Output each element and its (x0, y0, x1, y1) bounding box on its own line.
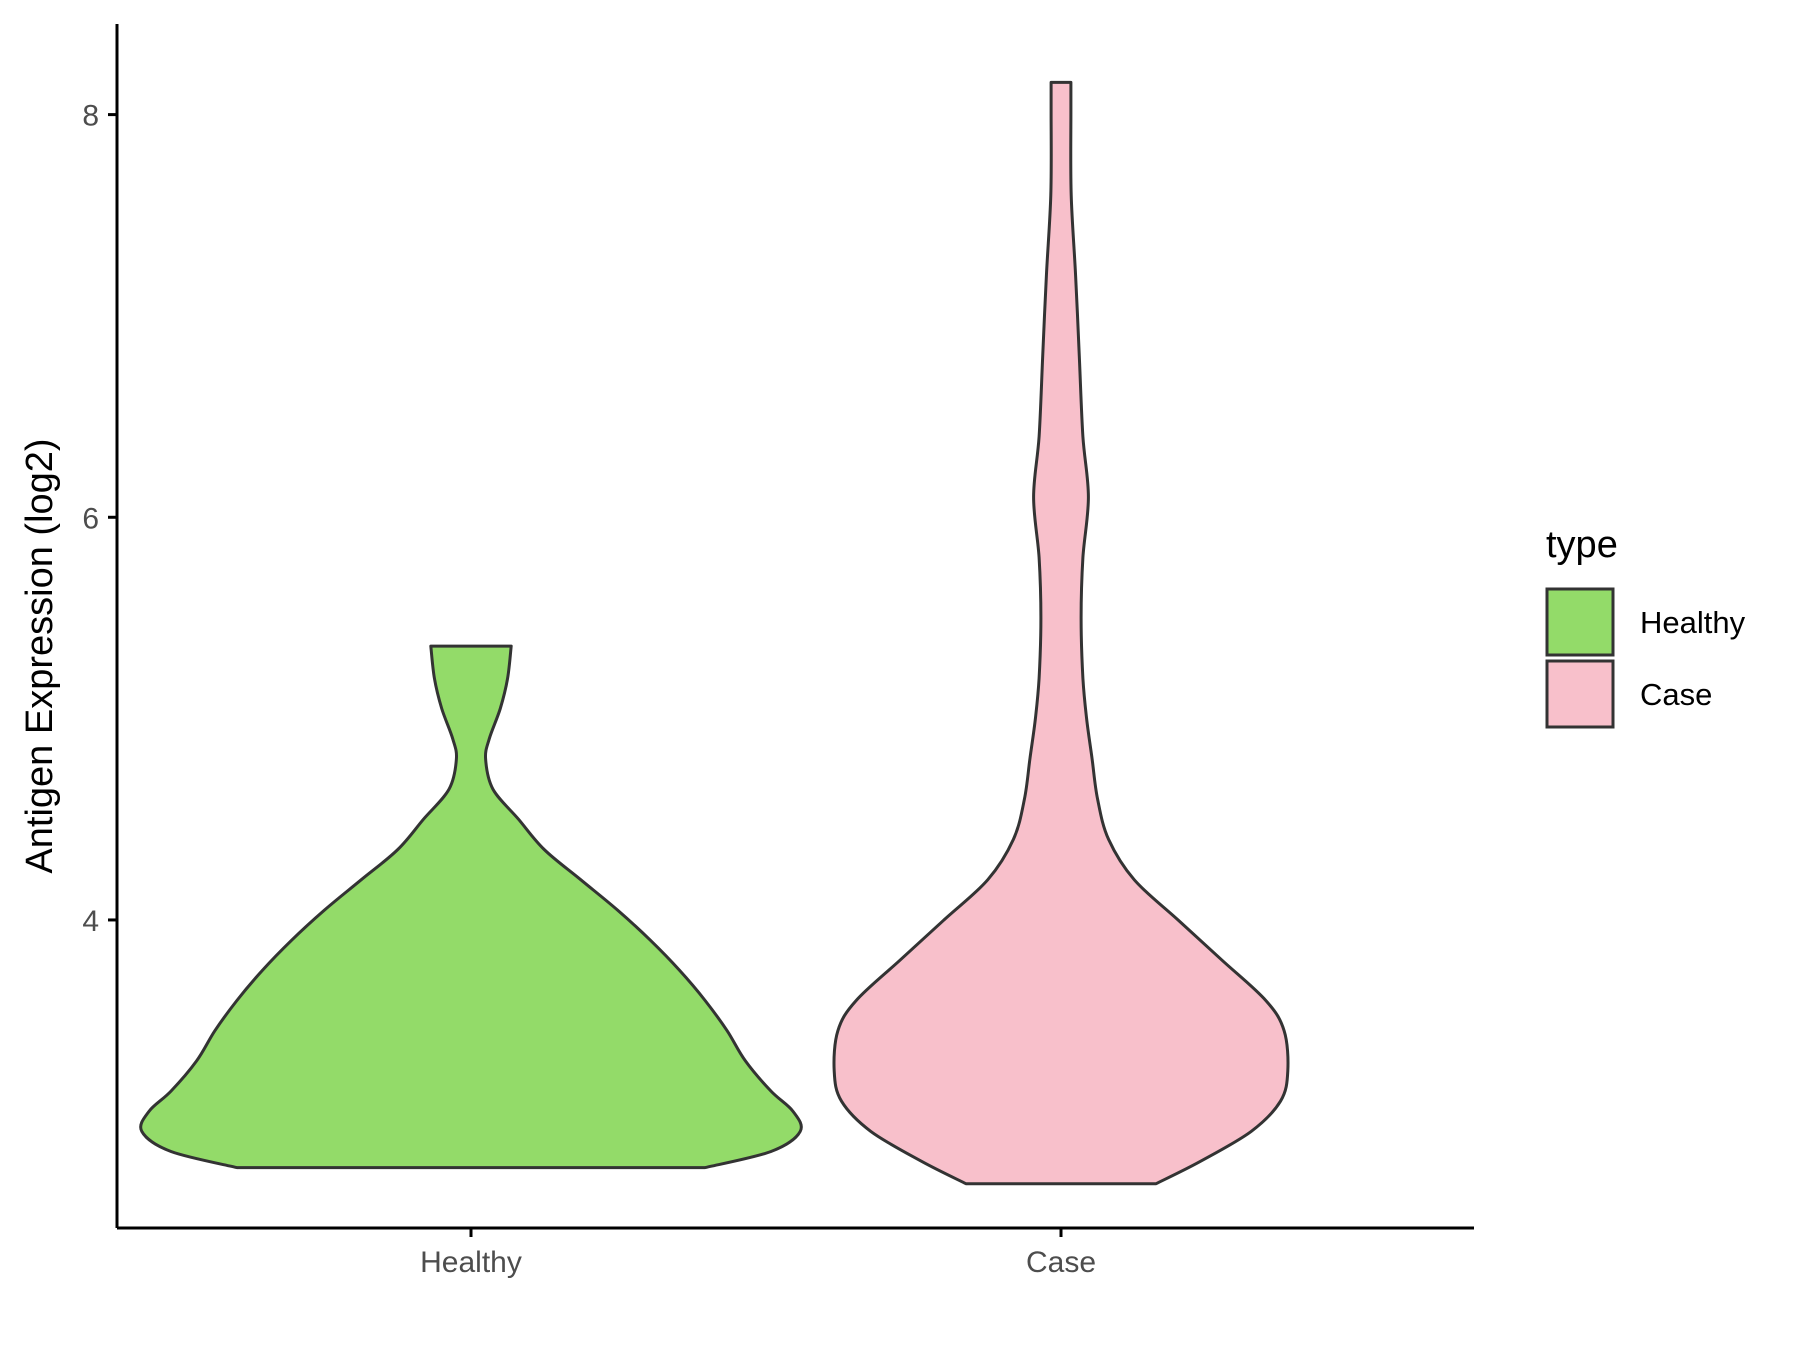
axes (115, 24, 1474, 1230)
y-tick-label: 8 (82, 100, 99, 133)
x-tick-label: Healthy (420, 1246, 522, 1279)
x-ticks: Healthy Case (420, 1228, 1096, 1279)
legend-swatch-healthy (1545, 587, 1615, 657)
y-tick-label: 4 (82, 905, 99, 938)
violin-case (832, 80, 1290, 1186)
legend-label: Case (1640, 677, 1712, 712)
legend-label: Healthy (1640, 605, 1746, 640)
legend-swatch-case (1545, 659, 1615, 729)
legend: type Healthy Case (1545, 524, 1746, 729)
violin-group (139, 80, 1290, 1186)
y-tick-label: 6 (82, 502, 99, 535)
legend-title: type (1546, 524, 1618, 566)
x-tick-label: Case (1026, 1246, 1096, 1279)
y-axis-title: Antigen Expression (log2) (19, 438, 61, 873)
y-ticks: 4 6 8 (82, 100, 117, 938)
violin-healthy (139, 644, 803, 1170)
